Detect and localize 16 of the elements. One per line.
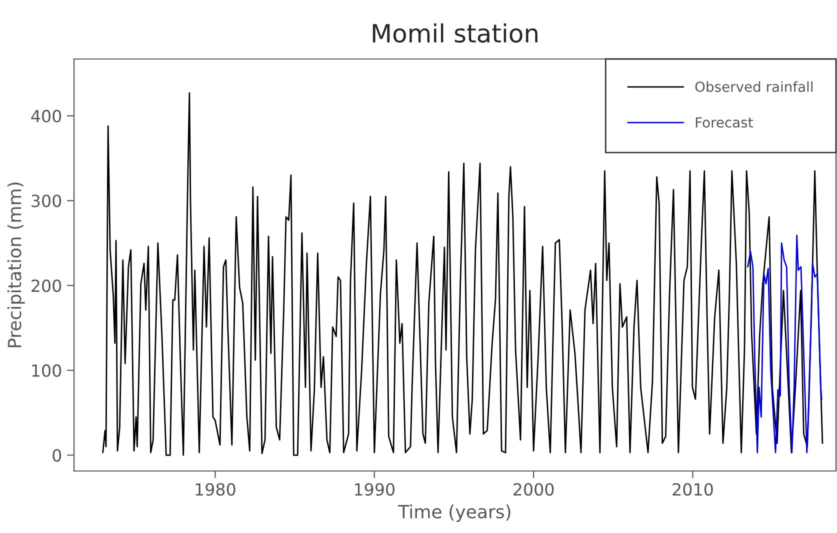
x-tick-label: 2000: [514, 483, 554, 496]
x-tick-label: 1980: [196, 483, 236, 496]
line-series: [747, 234, 822, 454]
y-tick-label: 400: [31, 110, 62, 122]
y-tick-label: 100: [32, 364, 62, 377]
line-series: [102, 92, 824, 456]
y-tick-label: 300: [32, 194, 62, 208]
chart-title: Momil station: [372, 23, 538, 43]
x-axis-title: Time (years): [398, 504, 510, 522]
x-tick-label: 1990: [354, 483, 394, 496]
y-tick-label: 0: [52, 449, 62, 462]
y-axis-title: Precipitation (mm): [7, 182, 25, 348]
x-tick-label: 2010: [672, 483, 713, 496]
legend-label: Observed rainfall: [695, 81, 812, 92]
legend-label: Forecast: [696, 117, 753, 128]
y-tick-label: 200: [32, 279, 62, 292]
